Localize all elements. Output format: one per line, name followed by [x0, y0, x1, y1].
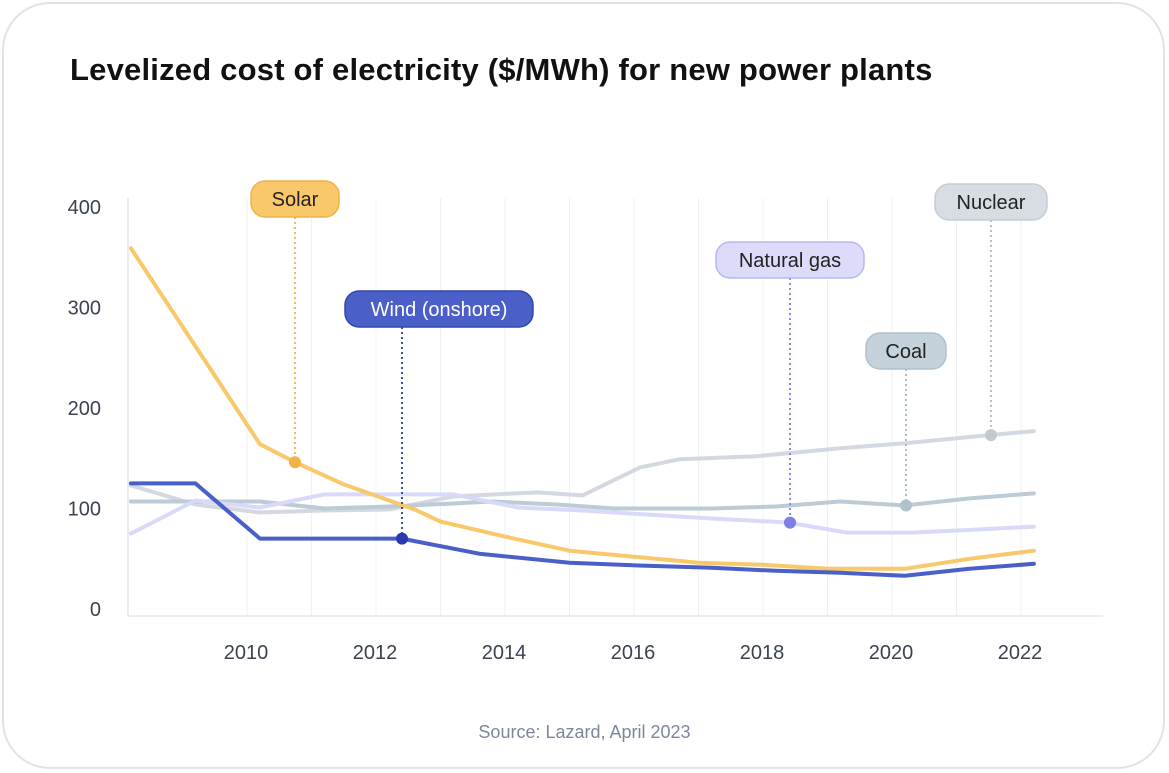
series-line-solar: [128, 246, 1036, 571]
label-box-coal: [865, 332, 947, 370]
x-tick-label: 2010: [224, 642, 269, 664]
x-tick-label: 2022: [998, 642, 1043, 664]
y-tick-label: 300: [68, 298, 101, 320]
series-lines: [128, 246, 1036, 578]
label-text-natural-gas: Natural gas: [739, 250, 841, 272]
label-box-natural-gas: [715, 241, 865, 279]
x-tick-label: 2020: [869, 642, 914, 664]
marker-natural-gas: [784, 516, 796, 529]
source-note: Source: Lazard, April 2023: [478, 722, 691, 742]
marker-solar: [289, 456, 301, 469]
y-tick-label: 0: [90, 599, 101, 621]
label-natural-gas: Natural gas: [715, 241, 865, 279]
label-text-solar: Solar: [272, 189, 319, 211]
y-tick-label: 100: [68, 499, 101, 521]
label-coal: Coal: [865, 332, 947, 370]
label-text-coal: Coal: [885, 341, 926, 363]
x-tick-label: 2016: [611, 642, 656, 664]
label-box-solar: [250, 180, 340, 218]
x-tick-label: 2012: [353, 642, 398, 664]
label-nuclear: Nuclear: [934, 183, 1048, 221]
series-line-nuclear: [128, 429, 1036, 515]
marker-nuclear: [985, 429, 997, 442]
label-box-wind-onshore: [344, 290, 534, 328]
marker-coal: [900, 499, 912, 512]
chart-title: Levelized cost of electricity ($/MWh) fo…: [70, 52, 933, 87]
x-tick-label: 2014: [482, 642, 527, 664]
y-tick-label: 200: [68, 398, 101, 420]
axes: 0 100 200 300 400 2010 2012 2014 2016 2018 2020 202…: [68, 197, 1103, 664]
label-solar: Solar: [250, 180, 340, 218]
x-tick-label: 2018: [740, 642, 785, 664]
y-tick-label: 400: [68, 197, 101, 219]
series-labels: Solar Wind (onshore) Natural gas Coal Nuclea…: [250, 180, 1048, 370]
label-wind-onshore: Wind (onshore): [344, 290, 534, 328]
label-leaders: [289, 217, 997, 545]
label-text-nuclear: Nuclear: [957, 192, 1026, 214]
label-box-nuclear: [934, 183, 1048, 221]
series-line-wind-onshore: [128, 481, 1036, 578]
series-line-natural-gas: [128, 492, 1036, 536]
label-text-wind-onshore: Wind (onshore): [371, 299, 508, 321]
marker-wind-onshore: [396, 532, 408, 545]
gridlines: [246, 198, 1022, 616]
